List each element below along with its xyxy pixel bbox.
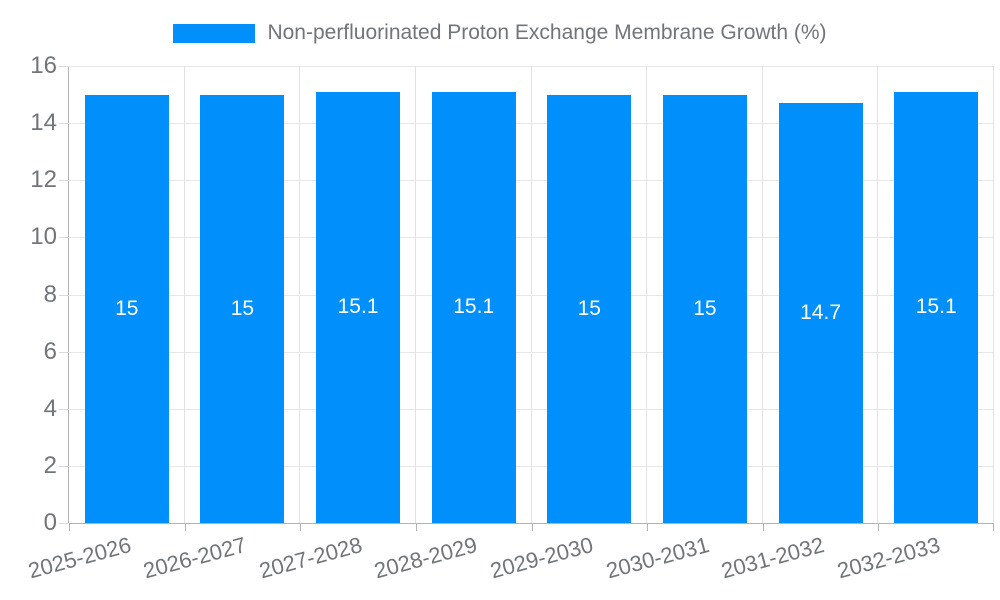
y-axis-label: 10 bbox=[30, 223, 57, 251]
bar-value-label: 15.1 bbox=[337, 295, 379, 319]
gridline-h bbox=[69, 123, 994, 125]
x-axis-label: 2031-2032 bbox=[718, 532, 828, 584]
gridline-v bbox=[646, 66, 648, 523]
y-tick bbox=[59, 465, 69, 467]
plot-area: 0 2 4 6 8 10 12 14 16 15 2025-2026 15 2026-2027 15.1 2… bbox=[25, 52, 994, 583]
bar-value-label: 14.7 bbox=[800, 301, 841, 325]
y-tick bbox=[59, 237, 69, 239]
x-tick bbox=[993, 523, 994, 531]
gridline-h bbox=[69, 237, 994, 239]
y-axis-label: 8 bbox=[43, 280, 57, 308]
y-axis-label: 4 bbox=[43, 394, 57, 422]
bar bbox=[662, 94, 747, 523]
x-axis-label: 2025-2026 bbox=[25, 532, 134, 584]
y-axis-label: 14 bbox=[30, 109, 57, 137]
x-axis-label: 2028-2029 bbox=[372, 532, 481, 584]
bar-value-label: 15 bbox=[115, 296, 139, 320]
x-axis-label: 2027-2028 bbox=[256, 532, 365, 584]
gridline-h bbox=[69, 180, 994, 182]
gridline-v bbox=[414, 66, 416, 523]
x-tick bbox=[415, 523, 417, 531]
legend[interactable]: Non-perfluorinated Proton Exchange Membr… bbox=[0, 20, 1000, 46]
bar-value-label: 15 bbox=[577, 296, 601, 320]
bar-value-label: 15 bbox=[693, 296, 717, 320]
y-axis-label: 12 bbox=[30, 166, 57, 194]
bar bbox=[200, 94, 285, 523]
y-tick bbox=[59, 66, 69, 67]
bar bbox=[316, 91, 401, 523]
y-tick bbox=[59, 523, 69, 524]
y-axis-label: 6 bbox=[43, 337, 57, 365]
gridline-h bbox=[69, 66, 994, 67]
bar-value-label: 15 bbox=[230, 296, 255, 320]
y-tick bbox=[59, 408, 69, 410]
gridline-h bbox=[69, 294, 994, 296]
gridline-v bbox=[183, 66, 185, 523]
legend-label: Non-perfluorinated Proton Exchange Membr… bbox=[267, 21, 827, 44]
x-axis-label: 2026-2027 bbox=[140, 532, 249, 584]
bar bbox=[431, 91, 516, 523]
gridline-h bbox=[69, 465, 994, 467]
gridline-v bbox=[299, 66, 301, 523]
x-tick bbox=[762, 523, 764, 531]
x-tick bbox=[878, 523, 880, 531]
bar bbox=[894, 91, 979, 523]
x-tick bbox=[69, 523, 70, 531]
y-axis-label: 2 bbox=[43, 451, 57, 479]
gridline-v bbox=[993, 66, 994, 523]
gridline-h bbox=[69, 408, 994, 410]
bar bbox=[778, 103, 863, 523]
bar bbox=[547, 94, 632, 523]
x-tick bbox=[300, 523, 302, 531]
x-tick bbox=[184, 523, 186, 531]
bar-value-label: 15.1 bbox=[453, 295, 495, 319]
gridline-h bbox=[69, 351, 994, 353]
y-axis-label: 0 bbox=[43, 509, 57, 536]
gridline-v bbox=[530, 66, 532, 523]
y-axis-label: 16 bbox=[30, 52, 57, 79]
y-tick bbox=[59, 294, 69, 296]
y-tick bbox=[59, 123, 69, 125]
bar-value-label: 15.1 bbox=[915, 295, 957, 319]
legend-swatch-icon bbox=[173, 23, 256, 43]
gridline-v bbox=[877, 66, 879, 523]
x-axis-label: 2032-2033 bbox=[834, 532, 943, 584]
y-tick bbox=[59, 180, 69, 182]
x-tick bbox=[531, 523, 533, 531]
gridline-v bbox=[761, 66, 763, 523]
y-tick bbox=[59, 351, 69, 353]
x-tick bbox=[647, 523, 649, 531]
bar bbox=[84, 94, 169, 523]
x-axis-label: 2030-2031 bbox=[603, 532, 712, 584]
x-axis-label: 2029-2030 bbox=[487, 532, 596, 584]
